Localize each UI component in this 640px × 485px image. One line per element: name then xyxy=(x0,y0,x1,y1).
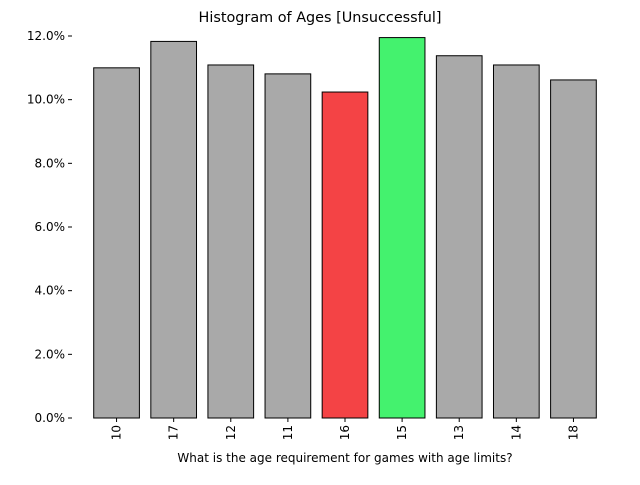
bar-12 xyxy=(207,64,255,419)
x-tick-label: 12 xyxy=(224,425,238,440)
bar-17 xyxy=(150,40,198,419)
y-tick-label: 8.0% xyxy=(35,156,66,170)
bar-18 xyxy=(550,79,597,419)
y-tick-label: 2.0% xyxy=(35,347,66,361)
x-tick-label: 15 xyxy=(395,425,409,440)
y-tick-label: 4.0% xyxy=(35,284,66,298)
y-tick-label: 10.0% xyxy=(27,93,65,107)
bar-11 xyxy=(264,73,312,419)
x-tick-label: 11 xyxy=(281,425,295,440)
bar-16 xyxy=(321,91,369,419)
x-tick-label: 10 xyxy=(110,425,124,440)
bars-layer xyxy=(93,37,597,419)
y-tick-label: 12.0% xyxy=(27,29,65,43)
x-axis-label: What is the age requirement for games wi… xyxy=(177,451,512,465)
x-tick-label: 16 xyxy=(338,425,352,440)
bar-10 xyxy=(93,67,140,419)
x-tick-label: 14 xyxy=(509,425,523,440)
x-axis: 10 17 12 11 16 15 13 14 18 xyxy=(110,418,580,440)
bar-14 xyxy=(492,64,540,419)
y-tick-label: 0.0% xyxy=(35,411,66,425)
bar-13 xyxy=(435,55,483,419)
chart-title: Histogram of Ages [Unsuccessful] xyxy=(199,10,442,26)
y-tick-label: 6.0% xyxy=(35,220,66,234)
x-tick-label: 17 xyxy=(167,425,181,440)
bar-15 xyxy=(378,37,426,419)
y-axis: 0.0% 2.0% 4.0% 6.0% 8.0% 10.0% 12.0% xyxy=(27,29,72,425)
x-tick-label: 13 xyxy=(452,425,466,440)
x-tick-label: 18 xyxy=(566,425,580,440)
